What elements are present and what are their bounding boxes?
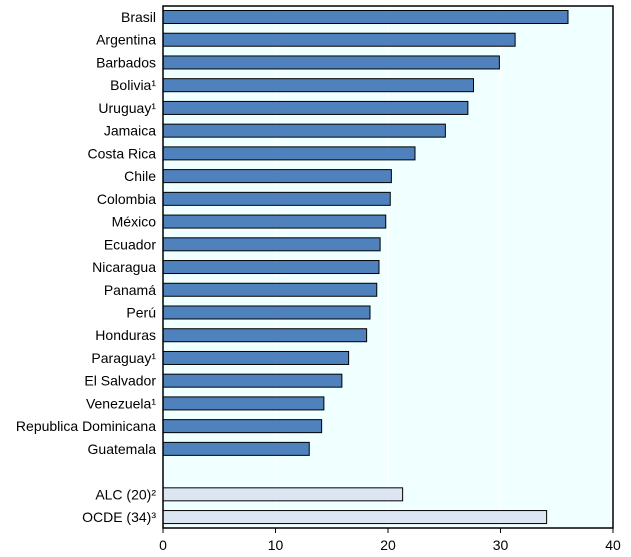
- category-label: El Salvador: [84, 373, 156, 389]
- category-label: ALC (20)²: [95, 486, 156, 502]
- bar: [162, 441, 310, 456]
- bar: [162, 305, 371, 320]
- category-label: Republica Dominicana: [16, 418, 156, 434]
- bar: [162, 78, 474, 93]
- category-label: Venezuela¹: [86, 395, 156, 411]
- bar: [162, 10, 569, 24]
- bar: [162, 146, 416, 161]
- category-label: Brasil: [121, 9, 156, 25]
- category-label: Colombia: [97, 191, 156, 207]
- category-label: Honduras: [95, 327, 156, 343]
- category-label: Paraguay¹: [91, 350, 156, 366]
- category-label: Panamá: [104, 282, 156, 298]
- category-label: Jamaica: [104, 123, 156, 139]
- category-label: Chile: [124, 168, 156, 184]
- bar: [162, 237, 381, 252]
- x-tick-label: 20: [380, 537, 396, 553]
- category-label: Bolivia¹: [110, 77, 156, 93]
- bar: [162, 510, 548, 525]
- x-tick-label: 10: [268, 537, 284, 553]
- category-label: México: [112, 214, 157, 230]
- bar: [162, 328, 368, 343]
- x-tick-label: 30: [493, 537, 509, 553]
- category-label: Barbados: [96, 54, 156, 70]
- category-label: OCDE (34)³: [82, 509, 156, 525]
- category-label: Ecuador: [104, 236, 156, 252]
- bar: [162, 191, 391, 206]
- category-label: Perú: [126, 304, 156, 320]
- bar: [162, 487, 404, 502]
- bar: [162, 55, 500, 70]
- x-tick-label: 40: [605, 537, 621, 553]
- x-tick-label: 0: [159, 537, 167, 553]
- bar: [162, 282, 378, 297]
- bar: [162, 419, 323, 434]
- bar: [162, 32, 516, 47]
- bar: [162, 123, 446, 138]
- bar: [162, 214, 387, 229]
- bar: [162, 396, 325, 411]
- bar: [162, 350, 350, 365]
- bar: [162, 169, 392, 184]
- category-label: Argentina: [96, 32, 156, 48]
- bar: [162, 100, 469, 115]
- category-label: Costa Rica: [88, 145, 157, 161]
- category-label: Guatemala: [88, 441, 157, 457]
- category-label: Nicaragua: [92, 259, 156, 275]
- category-label: Uruguay¹: [98, 100, 156, 116]
- bar: [162, 260, 380, 275]
- bar: [162, 373, 343, 388]
